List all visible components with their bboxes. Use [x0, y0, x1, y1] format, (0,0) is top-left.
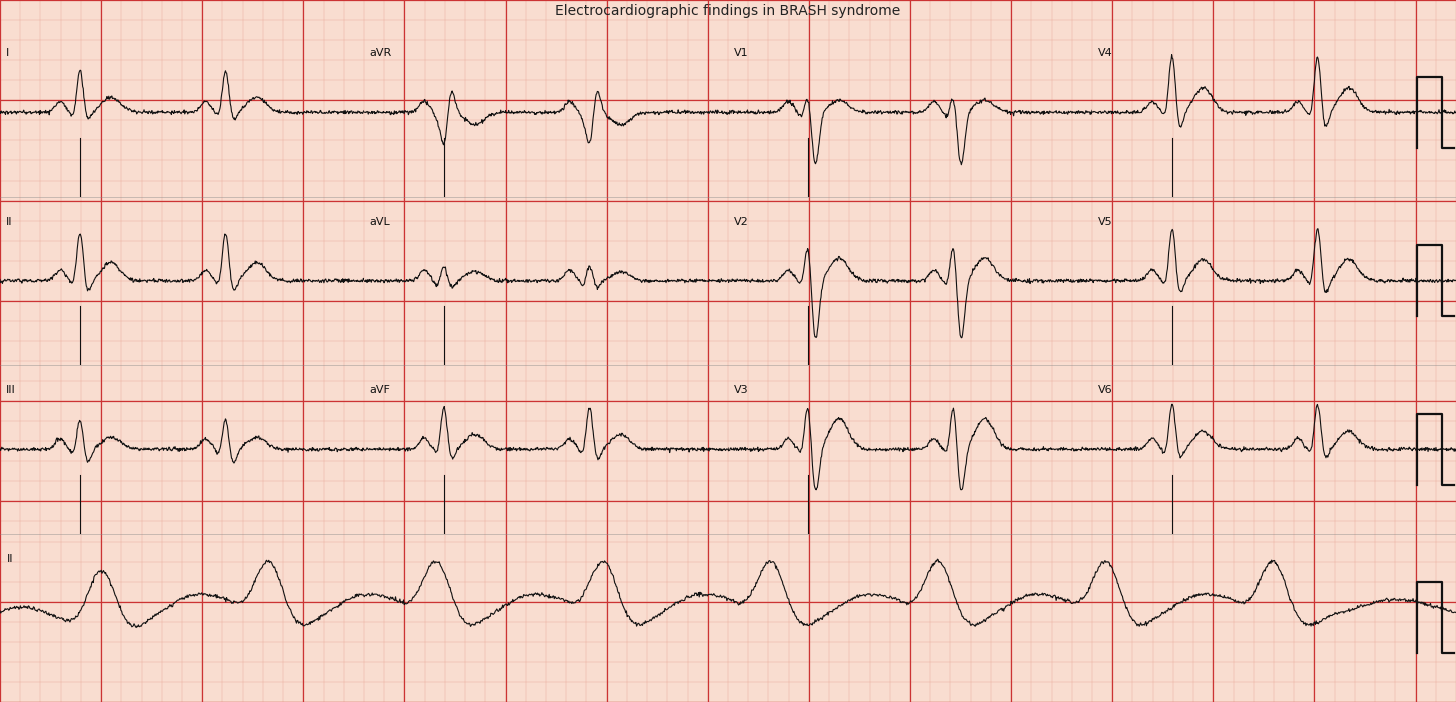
- Text: II: II: [6, 217, 12, 227]
- Text: V3: V3: [734, 385, 748, 395]
- Text: aVL: aVL: [370, 217, 390, 227]
- Text: V4: V4: [1098, 48, 1112, 58]
- Text: V6: V6: [1098, 385, 1112, 395]
- Text: aVF: aVF: [370, 385, 390, 395]
- Text: I: I: [6, 48, 9, 58]
- Text: V2: V2: [734, 217, 748, 227]
- Text: V5: V5: [1098, 217, 1112, 227]
- Text: III: III: [6, 385, 15, 395]
- Text: II: II: [7, 554, 13, 564]
- Text: Electrocardiographic findings in BRASH syndrome: Electrocardiographic findings in BRASH s…: [555, 4, 901, 18]
- Text: aVR: aVR: [370, 48, 392, 58]
- Text: V1: V1: [734, 48, 748, 58]
